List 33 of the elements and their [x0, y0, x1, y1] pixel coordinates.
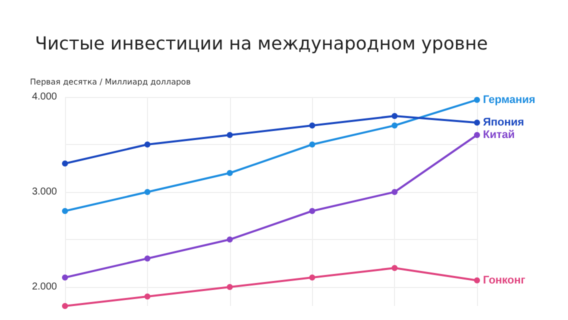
point [309, 122, 316, 128]
point [144, 256, 150, 262]
point [62, 160, 68, 166]
point [144, 142, 150, 148]
point [474, 120, 480, 126]
point [309, 274, 316, 280]
point [474, 96, 480, 103]
point [226, 284, 233, 290]
y-axis-title: Первая десятка / Миллиард долларов [30, 78, 191, 86]
y-tick-label: 2.000 [32, 282, 58, 292]
point [144, 294, 150, 300]
point [309, 142, 316, 148]
point [309, 208, 316, 214]
point [226, 132, 233, 138]
series-label: Гонконг [483, 274, 526, 286]
y-tick-label: 3.000 [32, 186, 58, 198]
point [474, 132, 480, 138]
series-label: Япония [483, 116, 524, 129]
point [392, 122, 398, 128]
series-label: Германия [483, 94, 536, 106]
point [226, 170, 233, 176]
point [144, 189, 150, 195]
point [226, 236, 233, 242]
point [392, 265, 398, 271]
point [62, 208, 68, 214]
point [392, 189, 398, 195]
point [62, 303, 68, 309]
point [474, 277, 480, 284]
chart-title: Чистые инвестиции на международном уровне [35, 34, 488, 54]
y-tick-label: 4.000 [32, 92, 58, 102]
series-label: Китай [483, 129, 515, 141]
point [62, 274, 68, 280]
point [392, 113, 398, 119]
